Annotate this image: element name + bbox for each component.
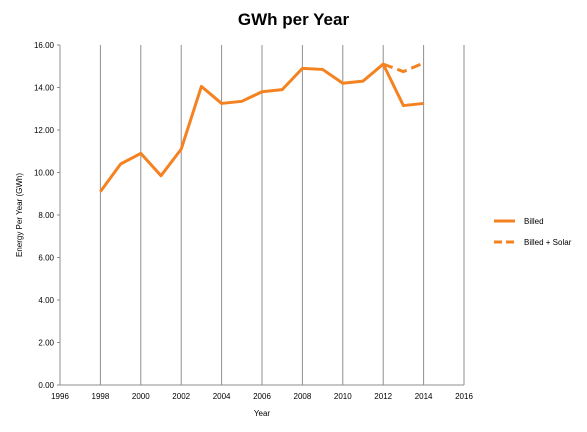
x-axis-label: Year	[254, 409, 271, 418]
x-tick-label: 2010	[334, 392, 352, 401]
y-tick-label: 0.00	[38, 381, 54, 390]
series-layer	[99, 61, 425, 193]
y-tick-label: 14.00	[34, 84, 55, 93]
x-tick-label: 2014	[415, 392, 433, 401]
x-tick-label: 2008	[294, 392, 312, 401]
y-axis-label: Energy Per Year (GWh)	[15, 173, 24, 257]
gridlines	[59, 45, 465, 385]
legend-billed-solar-label: Billed + Solar	[524, 238, 572, 247]
y-tick-label: 10.00	[34, 169, 55, 178]
x-tick-label: 2000	[132, 392, 150, 401]
y-tick-label: 12.00	[34, 126, 55, 135]
legend-billed-label: Billed	[524, 217, 544, 226]
chart-title: GWh per Year	[238, 10, 350, 29]
x-tick-label: 2016	[455, 392, 473, 401]
y-tick-label: 16.00	[34, 41, 55, 50]
tick-labels: 1996 1998 2000 2002 2004 2006 2008 2010 2012 2014…	[34, 41, 473, 401]
x-tick-label: 2002	[172, 392, 190, 401]
axes	[57, 44, 464, 386]
x-tick-label: 1998	[92, 392, 110, 401]
y-tick-label: 6.00	[38, 254, 54, 263]
x-tick-label: 2006	[253, 392, 271, 401]
billed-solar-series-line	[382, 61, 425, 74]
x-tick-label: 2012	[374, 392, 392, 401]
billed-series-line	[99, 62, 424, 193]
y-tick-label: 2.00	[38, 339, 54, 348]
legend: Billed Billed + Solar	[494, 217, 572, 247]
y-tick-label: 4.00	[38, 296, 54, 305]
x-tick-label: 1996	[51, 392, 69, 401]
y-tick-label: 8.00	[38, 211, 54, 220]
x-tick-label: 2004	[213, 392, 231, 401]
